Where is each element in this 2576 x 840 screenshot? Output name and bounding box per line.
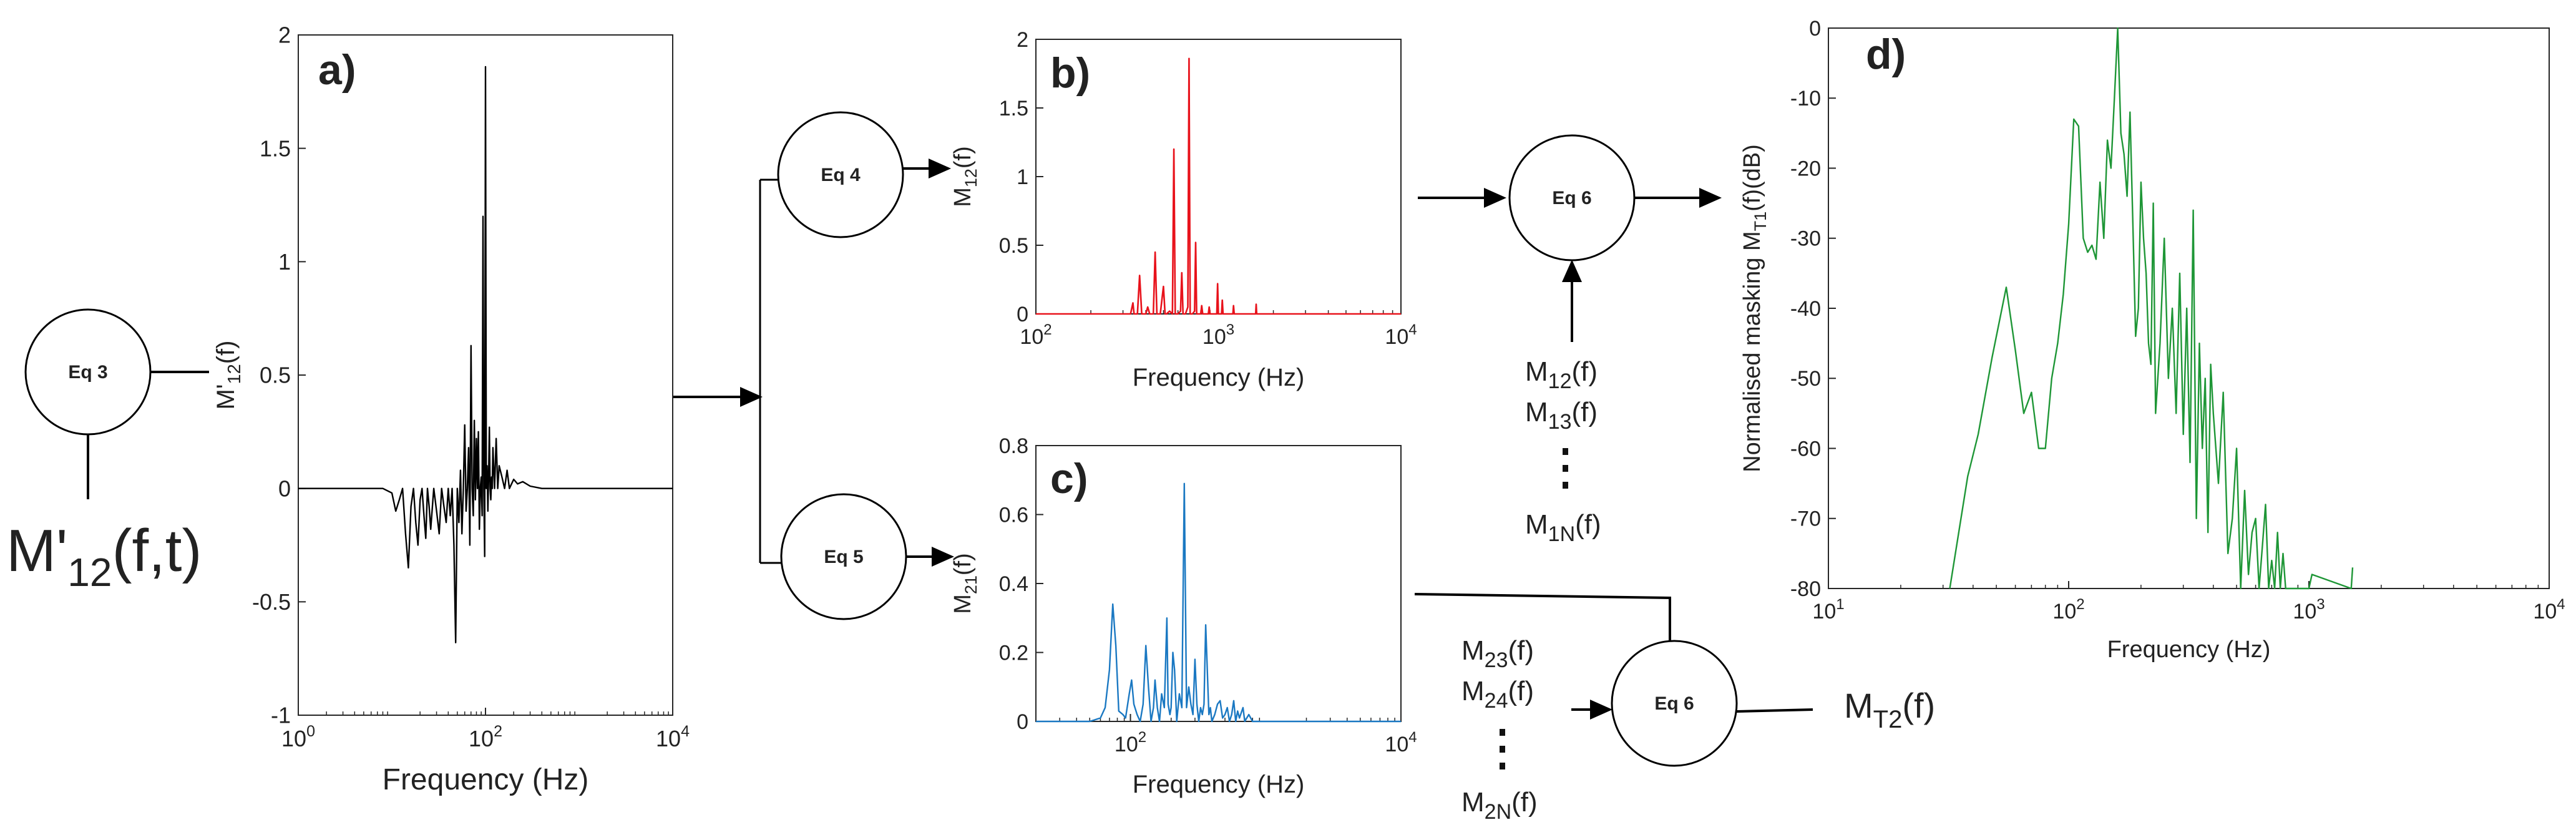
list-top: M12(f) M13(f) M1N(f) xyxy=(1525,356,1601,546)
y-axis-label: Normalised masking MT1(f)(dB) xyxy=(1739,144,1770,472)
y-tick-label: -70 xyxy=(1790,507,1821,531)
y-tick-label: 2 xyxy=(278,22,291,48)
panel-label: a) xyxy=(318,46,356,94)
y-tick-label: 1.5 xyxy=(260,135,291,161)
y-axis-label: M21(f) xyxy=(950,553,980,614)
y-tick-label: -0.5 xyxy=(252,589,291,615)
y-tick-label: -50 xyxy=(1790,367,1821,391)
y-tick-label: 1.5 xyxy=(999,97,1028,120)
charts-layer: 100 102 104-1-0.500.511.52a)Frequency (Hz)… xyxy=(212,17,2565,798)
ellipsis-dot xyxy=(1500,763,1505,769)
y-tick-label: 0.6 xyxy=(999,503,1028,527)
y-tick-label: -30 xyxy=(1790,227,1821,251)
x-tick-label: 101 xyxy=(1812,596,1844,623)
eq6-bottom-output-line xyxy=(1736,708,1813,713)
series-line xyxy=(1949,27,2354,590)
y-tick-label: -40 xyxy=(1790,297,1821,321)
x-tick-label: 103 xyxy=(2293,596,2325,623)
x-axis-label: Frequency (Hz) xyxy=(383,763,589,796)
plot-area-frame xyxy=(1828,27,2550,589)
y-tick-label: -60 xyxy=(1790,437,1821,461)
x-axis-label: Frequency (Hz) xyxy=(1133,771,1305,798)
y-tick-label: -20 xyxy=(1790,157,1821,180)
ellipsis-dot xyxy=(1563,482,1568,489)
x-tick-label: 100 xyxy=(281,723,315,751)
y-tick-label: 1 xyxy=(278,249,291,275)
y-tick-label: -1 xyxy=(271,703,291,728)
plot-area-frame xyxy=(1035,445,1402,722)
eq3-label: Eq 3 xyxy=(68,362,107,383)
ellipsis-dot xyxy=(1500,746,1505,753)
x-tick-label: 104 xyxy=(1385,729,1417,756)
x-tick-label: 103 xyxy=(1203,321,1234,349)
y-tick-label: -80 xyxy=(1790,577,1821,601)
x-tick-label: 104 xyxy=(1385,321,1417,349)
eq6-top-node: Eq 6 xyxy=(1508,134,1636,261)
y-tick-label: 0 xyxy=(278,476,291,501)
panel-label: d) xyxy=(1866,31,1906,78)
chart-panel-b: 102 103 104 0 0.5 1 1.5 2 b) Frequency (Hz) M12(f) xyxy=(950,28,1417,391)
eq6-bottom-node: Eq 6 xyxy=(1611,640,1738,767)
ellipsis-dot xyxy=(1563,448,1568,455)
input-signal-label: M'12(f,t) xyxy=(6,517,202,595)
y-tick-label: 1 xyxy=(1017,165,1028,189)
eq6-top-label: Eq 6 xyxy=(1552,188,1591,208)
series-line xyxy=(1036,57,1401,315)
chart-panel-a: 100 102 104 -1 -0.5 0 0.5 1 1.5 2 a) Frequency (Hz)… xyxy=(212,22,690,796)
x-axis-label: Frequency (Hz) xyxy=(1133,364,1305,391)
y-tick-label: 0.4 xyxy=(999,572,1028,596)
ellipsis-dot xyxy=(1563,465,1568,472)
y-tick-label: 0.8 xyxy=(999,434,1028,458)
eq6-bottom-label: Eq 6 xyxy=(1654,693,1694,714)
y-tick-label: 2 xyxy=(1017,28,1028,52)
x-axis-label: Frequency (Hz) xyxy=(2107,637,2271,663)
eq4-node: Eq 4 xyxy=(777,111,904,238)
eq5-node: Eq 5 xyxy=(780,493,907,620)
output-mt2-label: MT2(f) xyxy=(1844,686,1935,733)
list-top-item: M1N(f) xyxy=(1525,509,1601,546)
series-line xyxy=(1036,482,1401,723)
eq4-label: Eq 4 xyxy=(821,165,861,185)
y-tick-label: 0 xyxy=(1017,710,1028,734)
list-top-item: M13(f) xyxy=(1525,397,1598,434)
list-top-item: M12(f) xyxy=(1525,356,1598,393)
x-tick-label: 104 xyxy=(656,723,690,751)
ellipsis-dot xyxy=(1500,729,1505,736)
list-bottom-item: M24(f) xyxy=(1461,676,1534,713)
x-tick-label: 104 xyxy=(2533,596,2565,623)
series-line xyxy=(298,66,673,643)
panel-c-to-eq6-line xyxy=(1414,593,1671,641)
x-tick-label: 102 xyxy=(1020,321,1051,349)
y-tick-label: 0 xyxy=(1809,17,1821,41)
y-tick-label: 0.2 xyxy=(999,641,1028,665)
y-tick-label: 0.5 xyxy=(999,234,1028,258)
y-tick-label: 0.5 xyxy=(260,363,291,388)
chart-panel-d: 101 102 103 104 -80 -70 -60 -50 -40 -30 -20 -10 0 d) F… xyxy=(1739,17,2565,663)
y-axis-label: M'12(f) xyxy=(212,341,245,410)
panel-label: c) xyxy=(1050,455,1088,502)
x-tick-label: 102 xyxy=(2052,596,2084,623)
y-tick-label: 0 xyxy=(1017,303,1028,326)
panel-label: b) xyxy=(1050,49,1090,97)
list-bottom-item: M23(f) xyxy=(1461,635,1534,672)
eq3-node: Eq 3 xyxy=(24,308,152,436)
plot-area-frame xyxy=(1035,39,1402,315)
x-tick-label: 102 xyxy=(469,723,502,751)
chart-panel-c: 102 104 0 0.2 0.4 0.6 0.8 c) Frequency (Hz) M21(f… xyxy=(950,434,1417,798)
list-bottom: M23(f) M24(f) M2N(f) xyxy=(1461,635,1538,824)
y-axis-label: M12(f) xyxy=(950,146,980,207)
list-bottom-item: M2N(f) xyxy=(1461,787,1538,824)
x-tick-label: 102 xyxy=(1115,729,1146,756)
eq5-label: Eq 5 xyxy=(824,547,863,567)
y-tick-label: -10 xyxy=(1790,87,1821,110)
